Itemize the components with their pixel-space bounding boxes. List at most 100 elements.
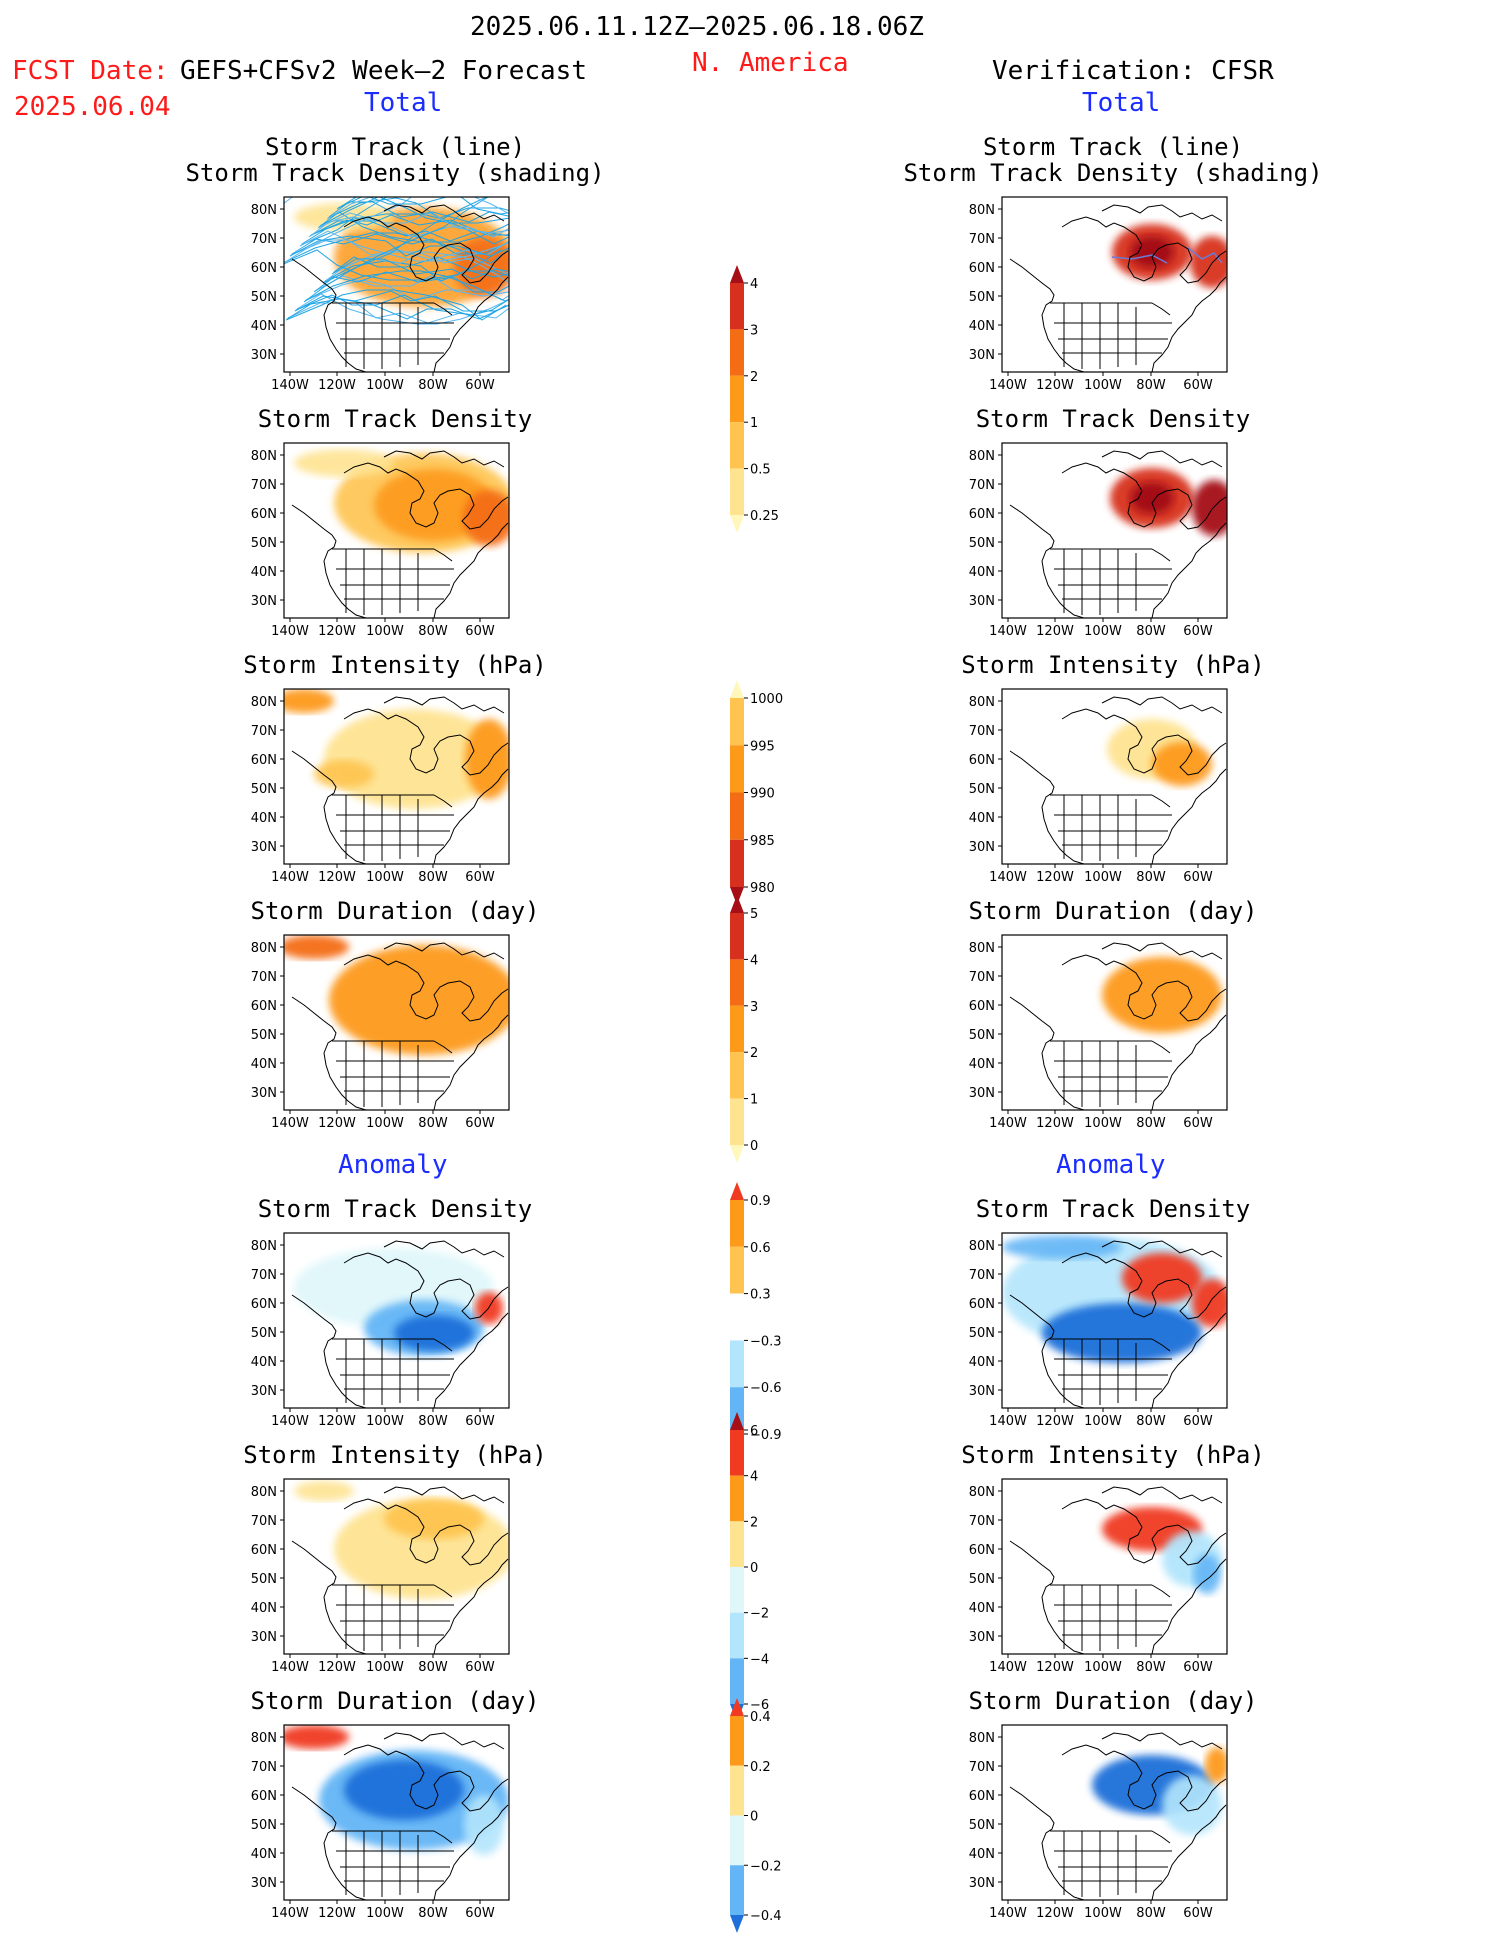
lat-tick-label: 70N bbox=[969, 970, 995, 985]
lat-tick-label: 60N bbox=[969, 1297, 995, 1312]
lon-tick-label: 80W bbox=[418, 378, 448, 393]
lon-tick-label: 80W bbox=[418, 870, 448, 885]
colorbar-tick-label: 2 bbox=[750, 1046, 758, 1061]
shading-region bbox=[329, 945, 509, 1055]
lat-tick-label: 30N bbox=[251, 348, 277, 363]
lon-tick-label: 100W bbox=[1084, 624, 1122, 639]
lat-tick-label: 70N bbox=[251, 1514, 277, 1529]
lon-tick-label: 60W bbox=[465, 1116, 495, 1131]
lat-tick-label: 50N bbox=[251, 1028, 277, 1043]
lon-tick-label: 100W bbox=[1084, 1414, 1122, 1429]
colorbar-tick-label: 0.25 bbox=[750, 509, 779, 524]
lat-tick-label: 40N bbox=[251, 1355, 277, 1370]
lat-tick-label: 50N bbox=[969, 1572, 995, 1587]
colorbar-tick-label: −0.3 bbox=[750, 1334, 782, 1349]
map-panel-intensity-anom-verification: 80N 70N 60N 50N 40N 30N 140W 120W 100W 80W 60W bbox=[969, 1478, 1228, 1675]
lon-tick-label: 120W bbox=[318, 624, 356, 639]
shading-region bbox=[394, 1315, 474, 1351]
lon-tick-label: 120W bbox=[1036, 1660, 1074, 1675]
lat-tick-label: 80N bbox=[251, 695, 277, 710]
section-anomaly-right: Anomaly bbox=[1056, 1150, 1166, 1180]
lat-tick-label: 50N bbox=[969, 1818, 995, 1833]
lon-tick-label: 120W bbox=[1036, 378, 1074, 393]
lon-tick-label: 60W bbox=[465, 1906, 495, 1921]
lat-tick-label: 70N bbox=[251, 724, 277, 739]
lon-tick-label: 80W bbox=[418, 1906, 448, 1921]
lon-tick-label: 140W bbox=[271, 870, 309, 885]
lat-tick-label: 30N bbox=[251, 1876, 277, 1891]
shading-region bbox=[1205, 1747, 1227, 1783]
lat-tick-label: 70N bbox=[969, 232, 995, 247]
title-intensity-anom-right: Storm Intensity (hPa) bbox=[961, 1441, 1265, 1469]
title-intensity-anom-left: Storm Intensity (hPa) bbox=[243, 1441, 547, 1469]
lon-tick-label: 100W bbox=[1084, 1660, 1122, 1675]
fcst-model: GEFS+CFSv2 Week—2 Forecast bbox=[180, 56, 587, 86]
title-intensity-right: Storm Intensity (hPa) bbox=[961, 651, 1265, 679]
colorbar-tick-label: 1 bbox=[750, 416, 758, 431]
colorbar-tick-label: −0.6 bbox=[750, 1381, 782, 1396]
lon-tick-label: 100W bbox=[366, 1116, 404, 1131]
shading-region bbox=[294, 449, 394, 477]
lat-tick-label: 40N bbox=[251, 811, 277, 826]
lat-tick-label: 70N bbox=[251, 1268, 277, 1283]
colorbar-tick-label: 2 bbox=[750, 1515, 758, 1530]
lon-tick-label: 120W bbox=[318, 1660, 356, 1675]
map-panel-density-anom-verification: 80N 70N 60N 50N 40N 30N 140W 120W 100W 80W 60W bbox=[969, 1232, 1228, 1429]
lon-tick-label: 120W bbox=[1036, 870, 1074, 885]
lat-tick-label: 30N bbox=[969, 1384, 995, 1399]
map-panel-duration-anom-verification: 80N 70N 60N 50N 40N 30N 140W 120W 100W 80W 60W bbox=[969, 1724, 1228, 1921]
lon-tick-label: 80W bbox=[1136, 1660, 1166, 1675]
shading-region bbox=[314, 760, 374, 788]
map-panel-track-verification: 80N 70N 60N 50N 40N 30N 140W 120W 100W 80W 60W bbox=[969, 196, 1228, 393]
shading-region bbox=[384, 1499, 484, 1539]
lat-tick-label: 60N bbox=[251, 753, 277, 768]
lon-tick-label: 60W bbox=[1183, 1116, 1213, 1131]
shading-region bbox=[465, 719, 509, 799]
lat-tick-label: 30N bbox=[969, 594, 995, 609]
lat-tick-label: 70N bbox=[969, 1760, 995, 1775]
shading-region bbox=[1190, 236, 1227, 288]
lon-tick-label: 60W bbox=[1183, 624, 1213, 639]
colorbar-tick-label: 0.6 bbox=[750, 1241, 771, 1256]
lon-tick-label: 80W bbox=[1136, 1906, 1166, 1921]
shading-region bbox=[1002, 1235, 1122, 1259]
shading-region bbox=[1042, 1303, 1202, 1363]
section-total-right: Total bbox=[1082, 88, 1161, 118]
lat-tick-label: 40N bbox=[251, 565, 277, 580]
lon-tick-label: 120W bbox=[318, 378, 356, 393]
shading-region bbox=[324, 709, 504, 809]
map-panel-intensity-verification: 80N 70N 60N 50N 40N 30N 140W 120W 100W 80W 60W bbox=[969, 688, 1228, 885]
shading-region bbox=[1192, 480, 1227, 536]
shading-region bbox=[454, 237, 509, 297]
lat-tick-label: 40N bbox=[969, 565, 995, 580]
title-track-shading-right: Storm Track Density (shading) bbox=[903, 159, 1323, 187]
map-panel-density-anom-forecast: 80N 70N 60N 50N 40N 30N 140W 120W 100W 80W 60W bbox=[251, 1232, 510, 1429]
lon-tick-label: 120W bbox=[318, 870, 356, 885]
colorbar-tick-label: 5 bbox=[750, 907, 758, 922]
lat-tick-label: 60N bbox=[969, 261, 995, 276]
lat-tick-label: 30N bbox=[969, 1630, 995, 1645]
lat-tick-label: 80N bbox=[969, 1731, 995, 1746]
lon-tick-label: 140W bbox=[989, 378, 1027, 393]
lat-tick-label: 30N bbox=[251, 1384, 277, 1399]
shading-region bbox=[344, 1760, 464, 1820]
lat-tick-label: 80N bbox=[251, 1239, 277, 1254]
shading-region bbox=[1122, 1253, 1202, 1303]
lon-tick-label: 140W bbox=[989, 624, 1027, 639]
shading-region bbox=[284, 935, 349, 959]
lat-tick-label: 30N bbox=[969, 1876, 995, 1891]
lon-tick-label: 140W bbox=[271, 1660, 309, 1675]
lon-tick-label: 140W bbox=[989, 1906, 1027, 1921]
colorbar-tick-label: 995 bbox=[750, 739, 775, 754]
colorbar-tick-label: −4 bbox=[750, 1652, 769, 1667]
title-duration-anom-right: Storm Duration (day) bbox=[968, 1687, 1258, 1715]
shading-region bbox=[294, 1481, 354, 1501]
lon-tick-label: 80W bbox=[1136, 624, 1166, 639]
lon-tick-label: 60W bbox=[465, 624, 495, 639]
colorbar-tick-label: 0 bbox=[750, 1810, 758, 1825]
colorbar-tick-label: 3 bbox=[750, 323, 758, 338]
lat-tick-label: 50N bbox=[969, 536, 995, 551]
shading-region bbox=[464, 1795, 504, 1855]
lon-tick-label: 80W bbox=[418, 624, 448, 639]
shading-region bbox=[1102, 957, 1222, 1033]
